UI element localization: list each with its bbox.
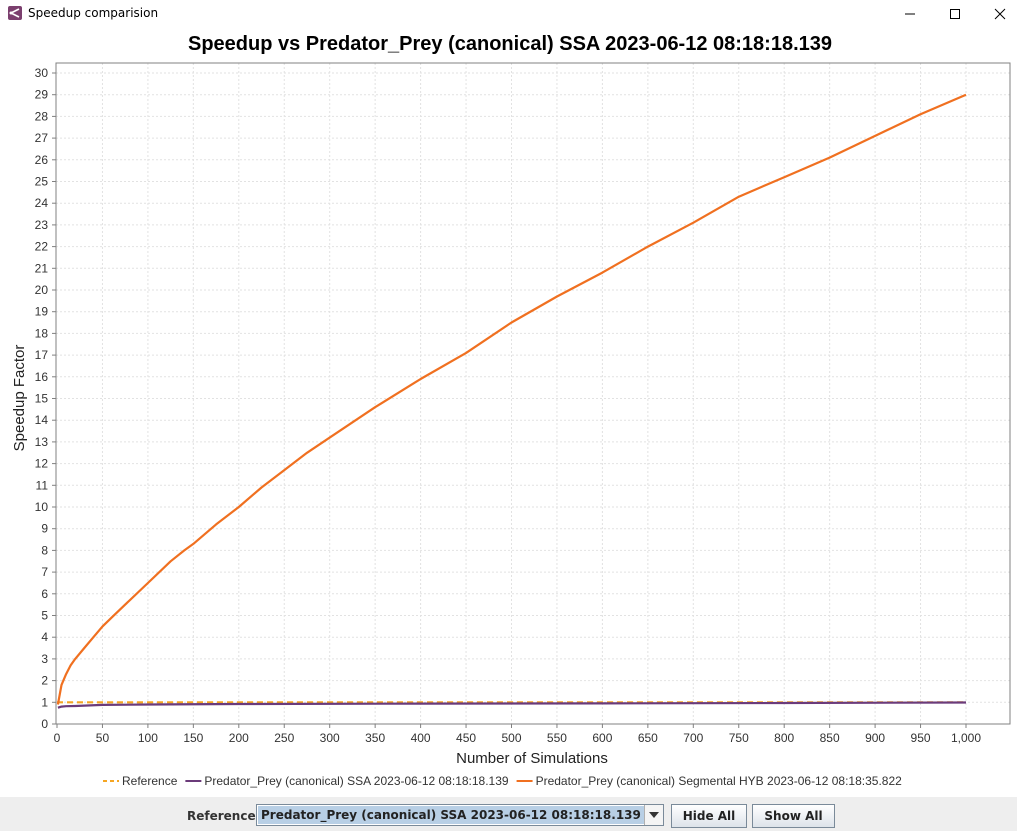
- close-button[interactable]: [977, 0, 1017, 28]
- reference-select-value: Predator_Prey (canonical) SSA 2023-06-12…: [258, 806, 645, 824]
- x-tick-label: 450: [456, 731, 476, 745]
- hyb-series-line: [56, 93, 967, 705]
- x-tick-label: 700: [683, 731, 703, 745]
- x-tick-label: 0: [54, 731, 61, 745]
- ssa-series-line: [57, 701, 967, 709]
- window-titlebar: Speedup comparision: [0, 0, 1017, 28]
- y-tick-label: 12: [35, 457, 49, 471]
- legend-entry: Reference: [122, 774, 178, 788]
- x-tick-label: 1,000: [951, 731, 981, 745]
- y-tick-label: 10: [35, 500, 49, 514]
- maximize-button[interactable]: [932, 0, 978, 28]
- y-tick-label: 19: [35, 305, 49, 319]
- x-tick-label: 900: [865, 731, 885, 745]
- y-tick-label: 5: [41, 609, 48, 623]
- app-icon: [8, 6, 22, 20]
- y-tick-label: 0: [41, 717, 48, 731]
- y-tick-label: 22: [35, 240, 49, 254]
- x-tick-label: 100: [138, 731, 158, 745]
- x-tick-label: 50: [96, 731, 110, 745]
- legend-entry: Predator_Prey (canonical) SSA 2023-06-12…: [204, 774, 509, 788]
- x-tick-label: 650: [638, 731, 658, 745]
- reference-toolbar: Reference: Predator_Prey (canonical) SSA…: [0, 797, 1017, 831]
- series-layer: [56, 93, 967, 709]
- x-tick-label: 800: [774, 731, 794, 745]
- y-tick-label: 16: [35, 370, 49, 384]
- x-tick-label: 400: [411, 731, 431, 745]
- y-tick-label: 7: [41, 565, 48, 579]
- chart-title: Speedup vs Predator_Prey (canonical) SSA…: [188, 33, 832, 55]
- y-tick-label: 17: [35, 348, 49, 362]
- x-tick-label: 350: [365, 731, 385, 745]
- x-tick-label: 550: [547, 731, 567, 745]
- y-tick-label: 14: [35, 413, 49, 427]
- hide-all-button[interactable]: Hide All: [671, 804, 747, 828]
- window-title: Speedup comparision: [28, 6, 159, 20]
- x-tick-label: 950: [911, 731, 931, 745]
- x-axis: 0 50 100 150 200 250 300 350 400 450 500 550 600 650 7…: [54, 724, 981, 745]
- y-tick-label: 23: [35, 218, 49, 232]
- y-axis-label: Speedup Factor: [11, 345, 28, 452]
- show-all-button[interactable]: Show All: [752, 804, 835, 828]
- y-tick-label: 4: [41, 630, 48, 644]
- close-icon: [994, 8, 1006, 20]
- chart-legend: Reference Predator_Prey (canonical) SSA 2…: [103, 774, 902, 788]
- y-tick-label: 26: [35, 153, 49, 167]
- minimize-icon: [905, 13, 915, 15]
- plot-area: [55, 62, 1011, 725]
- y-tick-label: 18: [35, 326, 49, 340]
- y-tick-label: 25: [35, 175, 49, 189]
- y-tick-label: 30: [35, 66, 49, 80]
- y-tick-label: 1: [41, 695, 48, 709]
- y-tick-label: 29: [35, 88, 49, 102]
- y-tick-label: 3: [41, 652, 48, 666]
- chevron-down-icon[interactable]: [644, 805, 663, 825]
- legend-entry: Predator_Prey (canonical) Segmental HYB …: [536, 774, 903, 788]
- minimize-button[interactable]: [887, 0, 933, 28]
- maximize-icon: [950, 9, 960, 19]
- y-tick-label: 27: [35, 131, 49, 145]
- y-tick-label: 6: [41, 587, 48, 601]
- x-tick-label: 250: [274, 731, 294, 745]
- y-tick-label: 15: [35, 392, 49, 406]
- x-tick-label: 200: [229, 731, 249, 745]
- y-tick-label: 2: [41, 674, 48, 688]
- y-tick-label: 21: [35, 261, 49, 275]
- y-tick-label: 24: [35, 196, 49, 210]
- y-tick-label: 8: [41, 543, 48, 557]
- y-axis: 0123456789101112131415161718192021222324…: [35, 66, 56, 731]
- x-tick-label: 300: [320, 731, 340, 745]
- x-tick-label: 600: [592, 731, 612, 745]
- reference-select[interactable]: Predator_Prey (canonical) SSA 2023-06-12…: [256, 804, 664, 826]
- y-tick-label: 20: [35, 283, 49, 297]
- y-tick-label: 28: [35, 109, 49, 123]
- x-tick-label: 850: [820, 731, 840, 745]
- y-tick-label: 9: [41, 522, 48, 536]
- x-axis-label: Number of Simulations: [456, 750, 608, 767]
- y-tick-label: 11: [36, 478, 49, 492]
- y-tick-label: 13: [35, 435, 49, 449]
- speedup-chart: Speedup vs Predator_Prey (canonical) SSA…: [11, 33, 1011, 788]
- reference-label: Reference:: [187, 809, 261, 823]
- x-tick-label: 500: [501, 731, 521, 745]
- x-tick-label: 150: [183, 731, 203, 745]
- x-tick-label: 750: [729, 731, 749, 745]
- chart-grid: [56, 63, 1010, 724]
